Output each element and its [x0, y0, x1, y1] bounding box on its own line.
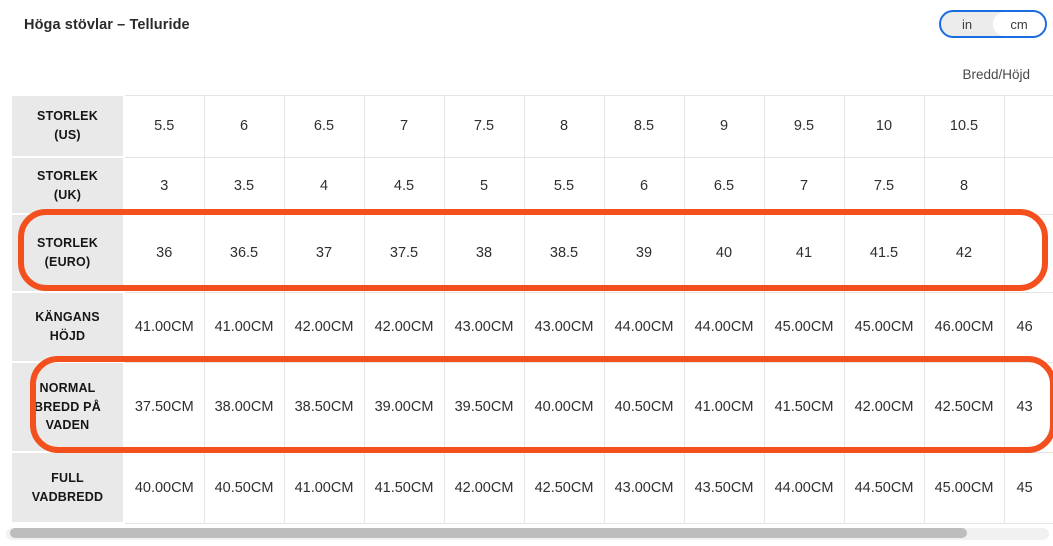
table-cell: 5.5 [123, 94, 205, 158]
table-cell-partial [1003, 94, 1053, 158]
table-cell: 42.50CM [923, 361, 1005, 453]
table-cell: 6.5 [283, 94, 365, 158]
table-cell: 45.00CM [763, 291, 845, 363]
table-cell: 37.5 [363, 213, 445, 293]
table-cell: 40.00CM [523, 361, 605, 453]
table-row-storlek-euro: STORLEK (EURO) 36 36.5 37 37.5 38 38.5 3… [10, 213, 1053, 293]
row-label: STORLEK (EURO) [10, 213, 125, 293]
table-row-kangans-hojd: KÄNGANS HÖJD 41.00CM 41.00CM 42.00CM 42.… [10, 291, 1053, 363]
table-cell: 40.50CM [603, 361, 685, 453]
table-cell: 45.00CM [843, 291, 925, 363]
row-label: FULL VADBREDD [10, 451, 125, 524]
table-cell: 39 [603, 213, 685, 293]
table-cell: 7.5 [843, 156, 925, 215]
table-cell: 38 [443, 213, 525, 293]
table-cell: 41.00CM [683, 361, 765, 453]
table-cell: 41.5 [843, 213, 925, 293]
table-cell: 41.50CM [763, 361, 845, 453]
horizontal-scrollbar-track[interactable] [6, 528, 1049, 540]
table-cell: 46.00CM [923, 291, 1005, 363]
unit-toggle-cm[interactable]: cm [993, 12, 1045, 36]
table-cell: 7 [363, 94, 445, 158]
table-row-normal-bredd: NORMAL BREDD PÅ VADEN 37.50CM 38.00CM 38… [10, 361, 1053, 453]
unit-toggle-in[interactable]: in [961, 16, 973, 32]
table-cell: 41.00CM [283, 451, 365, 524]
table-cell: 5.5 [523, 156, 605, 215]
horizontal-scrollbar-thumb[interactable] [10, 528, 967, 538]
table-cell: 37.50CM [123, 361, 205, 453]
table-cell-partial: 43 [1003, 361, 1053, 453]
axis-label-row: Bredd/Höjd [0, 48, 1053, 94]
table-cell: 6 [203, 94, 285, 158]
table-cell: 45.00CM [923, 451, 1005, 524]
table-cell-partial [1003, 156, 1053, 215]
table-cell: 41.00CM [203, 291, 285, 363]
table-cell: 36 [123, 213, 205, 293]
table-row-full-vadbredd: FULL VADBREDD 40.00CM 40.50CM 41.00CM 41… [10, 451, 1053, 524]
table-cell: 5 [443, 156, 525, 215]
row-label: NORMAL BREDD PÅ VADEN [10, 361, 125, 453]
table-cell: 42.00CM [443, 451, 525, 524]
table-cell: 38.5 [523, 213, 605, 293]
table-cell: 4.5 [363, 156, 445, 215]
table-cell: 10.5 [923, 94, 1005, 158]
table-cell-partial: 46 [1003, 291, 1053, 363]
table-row-storlek-us: STORLEK (US) 5.5 6 6.5 7 7.5 8 8.5 9 9.5… [10, 94, 1053, 158]
table-cell: 7.5 [443, 94, 525, 158]
table-cell: 44.50CM [843, 451, 925, 524]
table-cell: 3 [123, 156, 205, 215]
table-cell: 44.00CM [683, 291, 765, 363]
table-cell: 6 [603, 156, 685, 215]
table-cell: 43.00CM [443, 291, 525, 363]
size-chart-table: STORLEK (US) 5.5 6 6.5 7 7.5 8 8.5 9 9.5… [10, 94, 1053, 524]
table-cell: 10 [843, 94, 925, 158]
table-cell: 4 [283, 156, 365, 215]
table-cell: 3.5 [203, 156, 285, 215]
table-cell: 8.5 [603, 94, 685, 158]
table-cell: 43.00CM [603, 451, 685, 524]
width-height-label: Bredd/Höjd [962, 67, 1030, 82]
unit-toggle[interactable]: in cm [939, 10, 1047, 38]
table-cell: 38.50CM [283, 361, 365, 453]
page-title: Höga stövlar – Telluride [24, 17, 190, 33]
table-cell: 42.50CM [523, 451, 605, 524]
table-cell: 9 [683, 94, 765, 158]
table-cell: 7 [763, 156, 845, 215]
table-cell: 40.00CM [123, 451, 205, 524]
row-label: STORLEK (US) [10, 94, 125, 158]
table-cell: 42.00CM [363, 291, 445, 363]
table-cell: 8 [923, 156, 1005, 215]
table-cell: 39.00CM [363, 361, 445, 453]
table-cell: 42.00CM [843, 361, 925, 453]
table-cell: 6.5 [683, 156, 765, 215]
size-chart-table-wrap: STORLEK (US) 5.5 6 6.5 7 7.5 8 8.5 9 9.5… [10, 94, 1053, 524]
table-cell: 39.50CM [443, 361, 525, 453]
table-cell: 40 [683, 213, 765, 293]
row-label: KÄNGANS HÖJD [10, 291, 125, 363]
table-cell: 44.00CM [763, 451, 845, 524]
table-cell: 41.00CM [123, 291, 205, 363]
table-cell: 38.00CM [203, 361, 285, 453]
table-cell: 40.50CM [203, 451, 285, 524]
table-cell: 37 [283, 213, 365, 293]
table-cell-partial [1003, 213, 1053, 293]
table-cell: 41 [763, 213, 845, 293]
table-cell: 44.00CM [603, 291, 685, 363]
table-cell: 9.5 [763, 94, 845, 158]
table-cell: 42 [923, 213, 1005, 293]
table-cell: 41.50CM [363, 451, 445, 524]
table-cell: 43.00CM [523, 291, 605, 363]
row-label: STORLEK (UK) [10, 156, 125, 215]
table-cell-partial: 45 [1003, 451, 1053, 524]
table-cell: 36.5 [203, 213, 285, 293]
table-row-storlek-uk: STORLEK (UK) 3 3.5 4 4.5 5 5.5 6 6.5 7 7… [10, 156, 1053, 215]
table-cell: 43.50CM [683, 451, 765, 524]
table-cell: 8 [523, 94, 605, 158]
top-bar: Höga stövlar – Telluride in cm [0, 0, 1053, 48]
table-cell: 42.00CM [283, 291, 365, 363]
